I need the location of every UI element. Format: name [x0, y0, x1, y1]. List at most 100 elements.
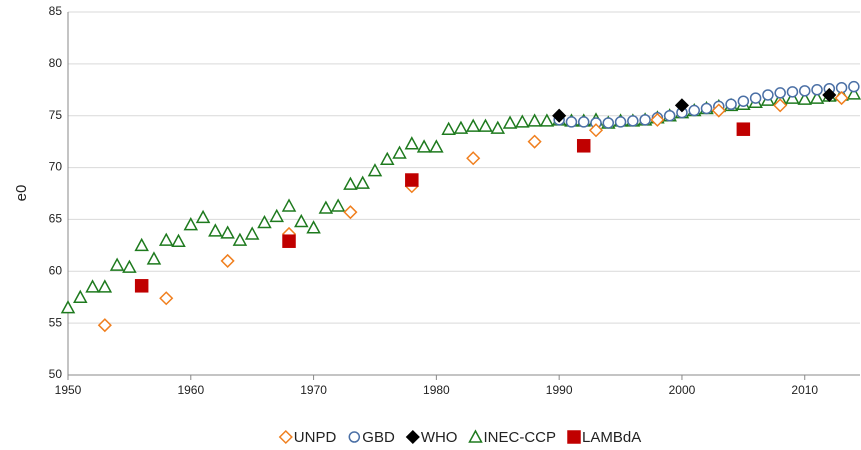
- marker: [282, 234, 296, 248]
- legend-label: GBD: [362, 429, 395, 446]
- marker: [392, 145, 407, 159]
- marker: [220, 225, 235, 239]
- marker: [774, 87, 786, 99]
- marker: [343, 176, 358, 190]
- marker: [73, 289, 88, 303]
- legend: UNPD GBD WHO INEC-CCP LAMBdA: [278, 429, 641, 446]
- marker: [244, 226, 260, 240]
- marker: [663, 109, 676, 122]
- marker: [257, 214, 272, 229]
- x-tick-label: 1980: [423, 383, 450, 397]
- y-tick-label: 85: [49, 4, 63, 18]
- marker: [478, 118, 493, 132]
- marker: [809, 90, 825, 104]
- x-tick-label: 1950: [55, 383, 82, 397]
- marker: [171, 233, 186, 247]
- y-tick-label: 80: [49, 56, 63, 70]
- marker: [122, 259, 137, 273]
- marker: [749, 92, 762, 104]
- marker: [711, 103, 726, 118]
- marker: [134, 237, 149, 252]
- y-tick-label: 70: [49, 160, 63, 174]
- marker: [330, 198, 346, 212]
- legend-label: INEC-CCP: [483, 429, 556, 446]
- marker: [762, 89, 774, 101]
- marker: [552, 108, 567, 123]
- marker: [602, 117, 615, 129]
- marker: [367, 163, 383, 177]
- x-tick-label: 2000: [669, 383, 696, 397]
- marker: [725, 98, 737, 111]
- y-tick-label: 65: [49, 212, 63, 226]
- x-tick-label: 1960: [177, 383, 204, 397]
- marker: [441, 121, 456, 135]
- marker: [97, 318, 112, 333]
- marker: [627, 115, 639, 127]
- marker: [588, 123, 604, 138]
- legend-label: WHO: [421, 429, 458, 446]
- marker: [797, 91, 813, 105]
- marker: [822, 87, 837, 103]
- marker: [786, 86, 799, 98]
- y-tick-label: 75: [49, 108, 63, 122]
- legend-marker: [405, 429, 420, 445]
- marker: [577, 116, 590, 128]
- marker: [85, 279, 100, 293]
- marker: [208, 223, 223, 237]
- marker: [848, 80, 860, 93]
- legend-marker: [468, 429, 483, 443]
- marker: [318, 200, 334, 214]
- marker: [269, 208, 285, 223]
- marker: [355, 175, 370, 189]
- marker: [416, 139, 432, 153]
- marker: [736, 122, 751, 136]
- legend-marker: [278, 429, 293, 445]
- marker: [465, 118, 481, 132]
- marker: [490, 120, 506, 134]
- marker: [737, 95, 750, 107]
- marker: [97, 279, 113, 293]
- marker: [834, 91, 849, 106]
- legend-label: UNPD: [294, 429, 337, 446]
- marker: [798, 85, 811, 97]
- marker: [515, 114, 530, 128]
- marker: [183, 217, 199, 231]
- marker: [306, 220, 321, 234]
- marker: [379, 151, 395, 166]
- marker: [134, 279, 149, 293]
- marker: [109, 257, 125, 271]
- marker: [159, 291, 174, 306]
- marker: [846, 86, 861, 100]
- y-axis-label: e0: [13, 185, 30, 202]
- marker: [405, 173, 419, 187]
- marker: [195, 209, 211, 224]
- legend-marker: [567, 430, 581, 444]
- marker: [220, 253, 235, 268]
- x-tick-label: 2010: [791, 383, 818, 397]
- marker: [674, 98, 690, 113]
- marker: [773, 98, 788, 113]
- marker: [453, 120, 469, 134]
- marker: [343, 205, 358, 220]
- marker: [700, 102, 713, 115]
- x-tick-label: 1990: [546, 383, 573, 397]
- marker: [527, 113, 542, 127]
- legend-label: LAMBdA: [582, 429, 641, 446]
- marker: [429, 139, 444, 153]
- marker: [281, 198, 297, 212]
- marker: [294, 213, 309, 228]
- marker: [527, 134, 542, 149]
- marker: [232, 232, 248, 246]
- marker: [146, 251, 162, 265]
- legend-marker: [348, 431, 361, 443]
- marker: [60, 300, 76, 314]
- marker: [811, 84, 823, 96]
- marker: [404, 136, 420, 150]
- marker: [158, 232, 174, 246]
- marker: [650, 112, 665, 127]
- marker: [466, 151, 481, 166]
- marker: [565, 116, 578, 128]
- marker: [639, 114, 651, 126]
- y-tick-label: 60: [49, 263, 63, 277]
